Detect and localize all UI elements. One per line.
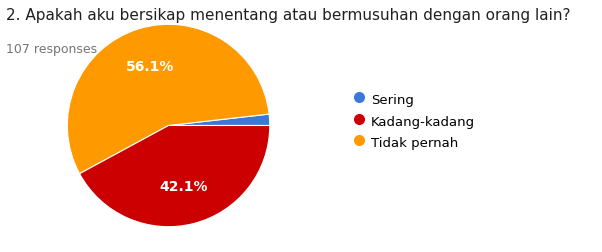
Text: 42.1%: 42.1% [160, 180, 208, 194]
Wedge shape [79, 126, 270, 227]
Legend: Sering, Kadang-kadang, Tidak pernah: Sering, Kadang-kadang, Tidak pernah [350, 88, 479, 153]
Text: 107 responses: 107 responses [6, 43, 97, 56]
Wedge shape [67, 25, 269, 174]
Wedge shape [169, 115, 270, 126]
Text: 2. Apakah aku bersikap menentang atau bermusuhan dengan orang lain?: 2. Apakah aku bersikap menentang atau be… [6, 8, 571, 22]
Text: 56.1%: 56.1% [126, 59, 174, 73]
